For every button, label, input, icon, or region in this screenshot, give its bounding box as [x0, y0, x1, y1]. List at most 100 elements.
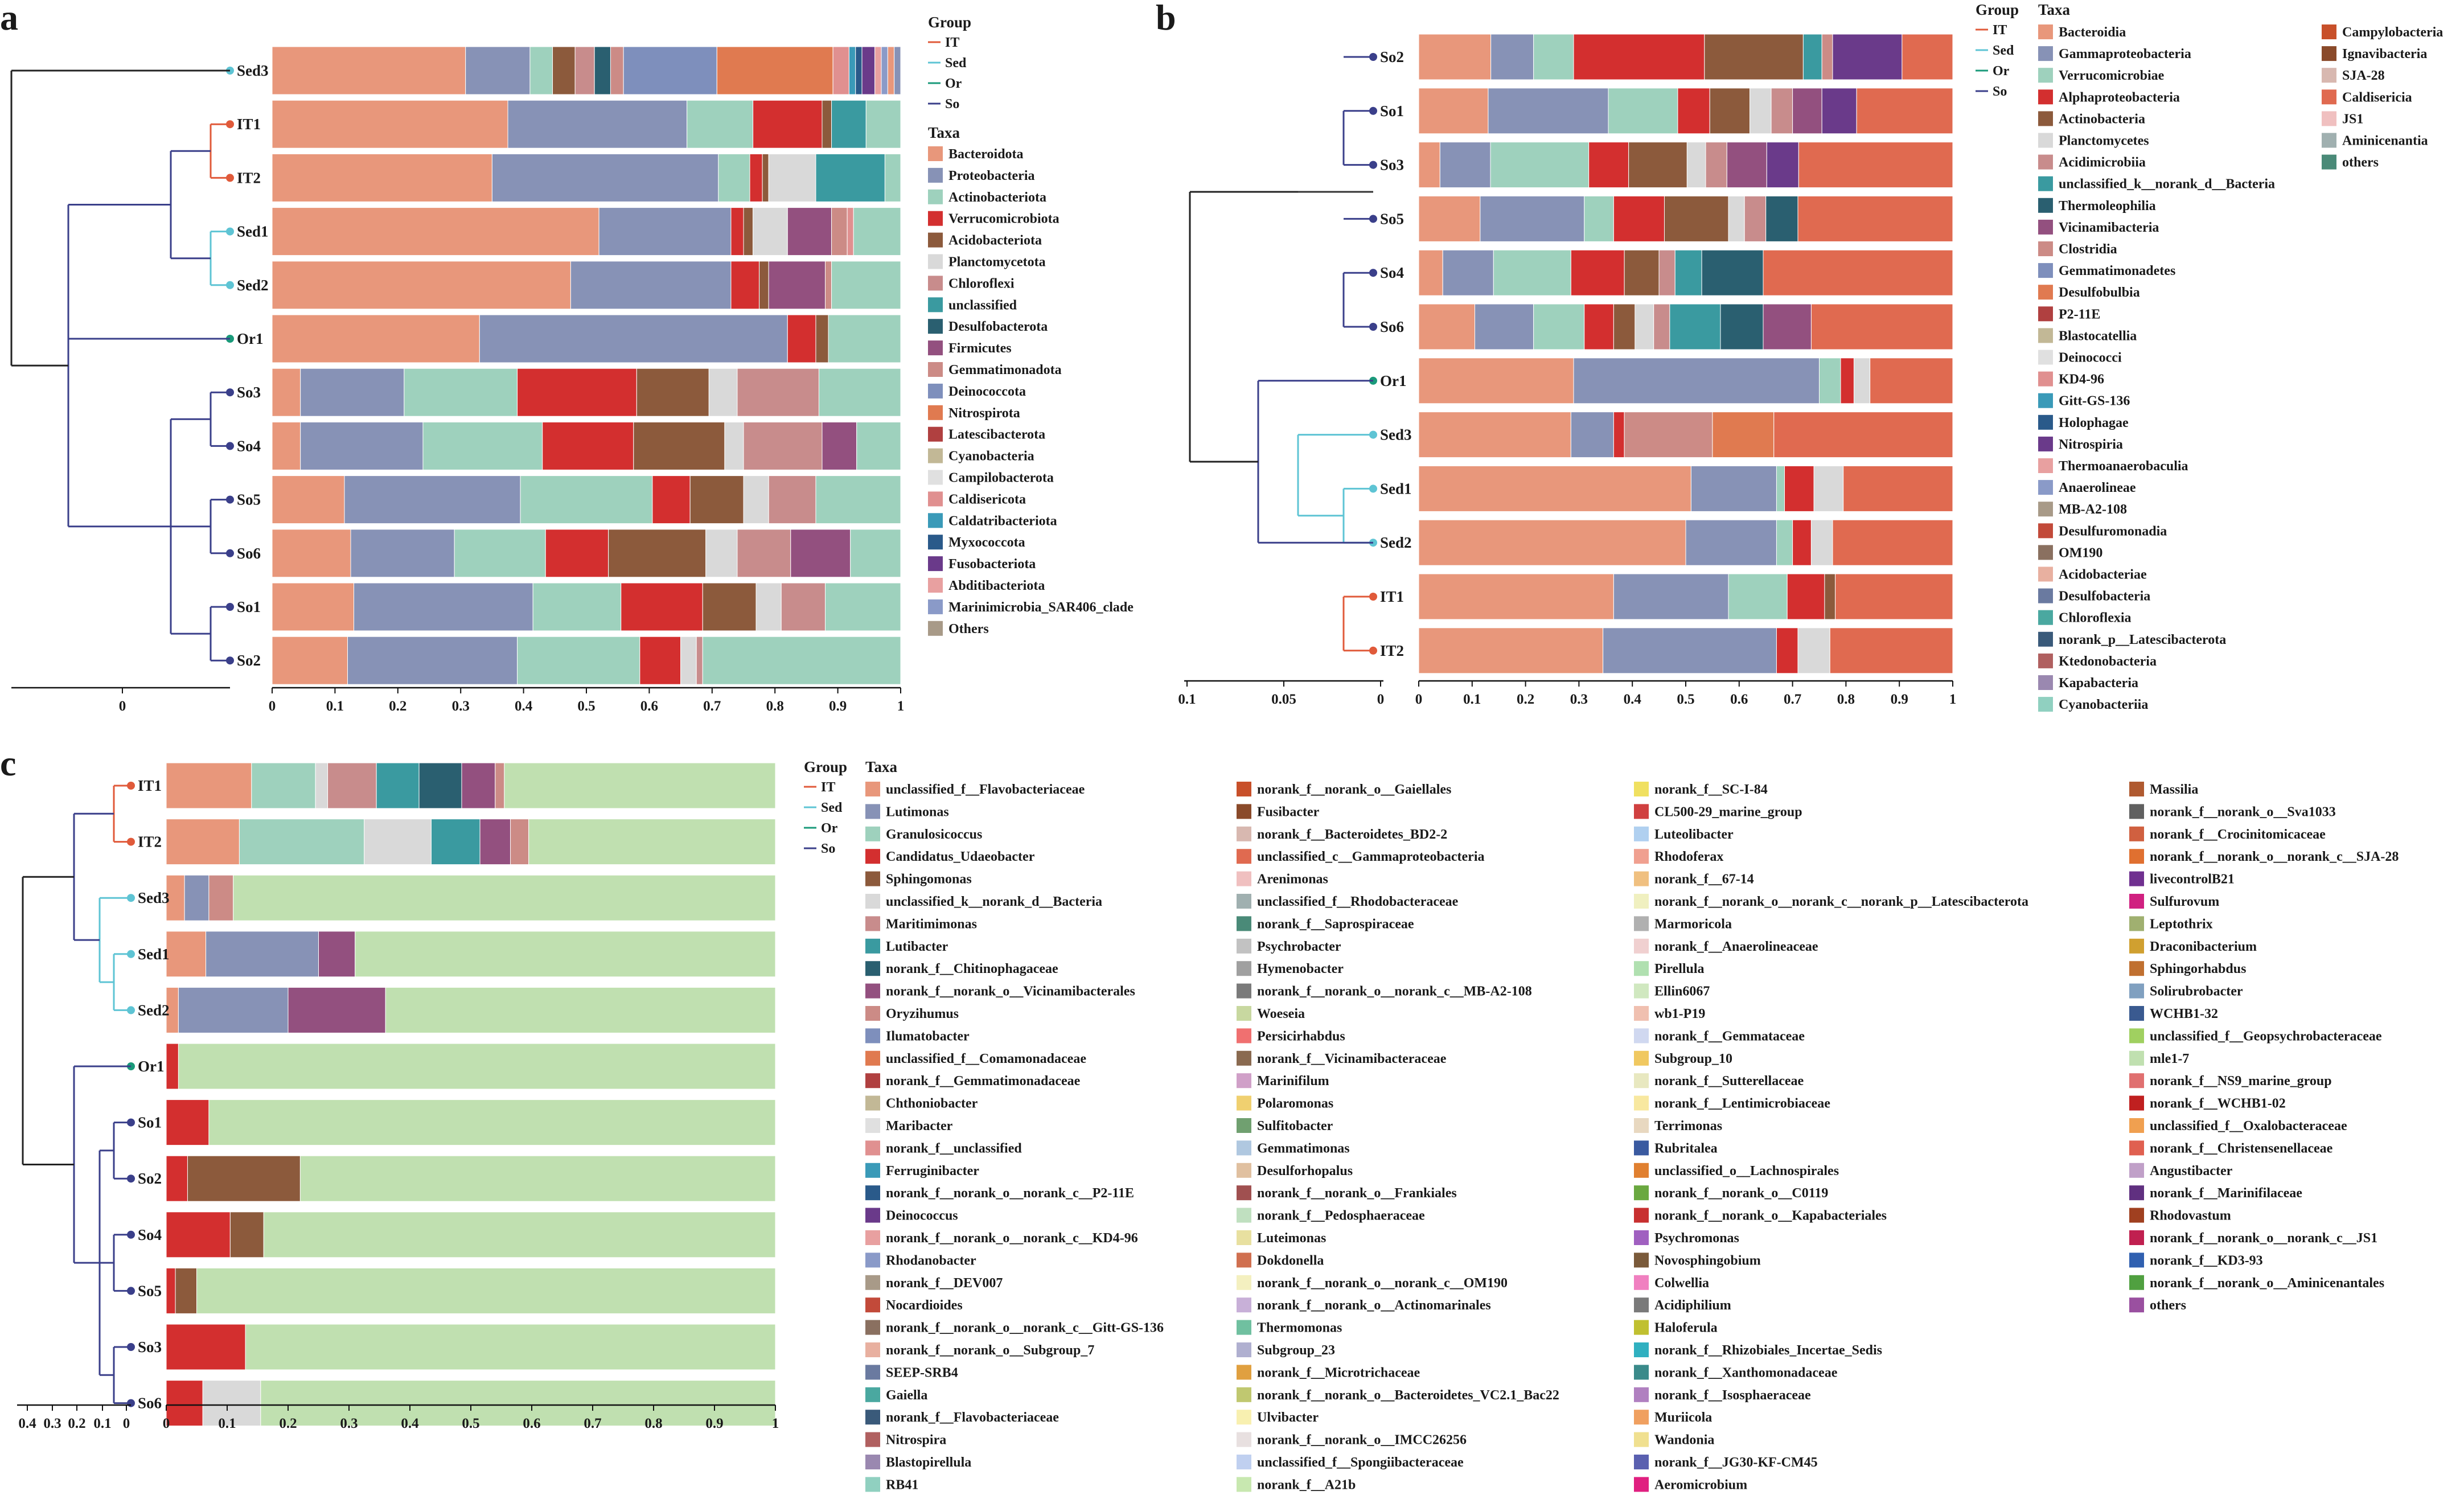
- legend-swatch-norank_f__norank_o__norank_c__JS1: [2129, 1230, 2144, 1245]
- legend-swatch-Haloferula: [1634, 1320, 1649, 1335]
- sample-label: So2: [138, 1170, 162, 1187]
- x-tick-label: 0.4: [401, 1416, 419, 1431]
- sample-label: Sed2: [138, 1001, 170, 1019]
- legend-swatch-Cyanobacteriia: [2038, 697, 2053, 712]
- legend-swatch-norank_f__norank_o__Subgroup_7: [865, 1342, 880, 1357]
- bar-segment-So5-Candidatus_Udaeobacter: [166, 1267, 176, 1314]
- bar-segment-So2-Bacteroidota: [272, 636, 348, 685]
- legend-swatch-norank_f__Christensenellaceae: [2129, 1140, 2144, 1156]
- legend-label: Subgroup_23: [1257, 1343, 1335, 1358]
- legend-label: wb1-P19: [1654, 1007, 1705, 1021]
- bar-segment-Sed1-Proteobacteria: [598, 207, 732, 256]
- legend-swatch-Gammaproteobacteria: [2038, 46, 2053, 61]
- bar-segment-So1-Nitrospiria: [1821, 88, 1857, 134]
- legend-swatch-Marinifilum: [1237, 1073, 1251, 1089]
- legend-swatch-mle1-7: [2129, 1050, 2144, 1066]
- sample-label: So3: [237, 384, 261, 401]
- legend-swatch-Luteimonas: [1237, 1230, 1251, 1245]
- legend-swatch-Others: [928, 621, 943, 636]
- legend-swatch-norank_f__norank_o__norank_c__SJA-28: [2129, 849, 2144, 864]
- legend-swatch-norank_f__Lentimicrobiaceae: [1634, 1095, 1649, 1111]
- legend-swatch-Myxococcota: [928, 535, 943, 550]
- legend-label: Alphaproteobacteria: [2059, 90, 2180, 105]
- bar-segment-IT1-Verrucomicrobiota: [753, 100, 823, 149]
- legend-swatch-norank_p__Latescibacterota: [2038, 631, 2053, 647]
- x-tick-label: 0.8: [1837, 692, 1855, 707]
- legend-label: Verrucomicrobiae: [2059, 68, 2165, 83]
- legend-swatch-Nocardioides: [865, 1297, 880, 1313]
- bar-segment-IT2-Caldisericia: [1829, 627, 1953, 674]
- legend-swatch-Solirubrobacter: [2129, 983, 2144, 999]
- legend-label: norank_f__Xanthomonadaceae: [1654, 1365, 1838, 1380]
- bar-segment-So2-Chloroflexi: [696, 636, 703, 685]
- bar-segment-So1-Planctomycetota: [755, 582, 782, 631]
- bar-segment-Sed2-Proteobacteria: [570, 261, 732, 310]
- x-tick-label: 1: [1949, 692, 1957, 707]
- bar-segment-So5-Planctomycetota: [743, 475, 769, 524]
- legend-label: Deinococci: [2059, 351, 2122, 365]
- legend-swatch-norank_f__Saprospiraceae: [1237, 916, 1251, 931]
- bar-segment-IT2-Bacteroidia: [1418, 627, 1604, 674]
- legend-swatch-Gitt-GS-136: [2038, 393, 2053, 408]
- bar-segment-So5-Acidobacteriota: [689, 475, 744, 524]
- x-tick-label: 0.2: [1517, 692, 1534, 707]
- legend-swatch-Desulforhopalus: [1237, 1163, 1251, 1178]
- legend-label: norank_f__Rhizobiales_Incertae_Sedis: [1654, 1343, 1882, 1358]
- legend-label: norank_f__norank_o__norank_c__JS1: [2150, 1231, 2377, 1246]
- panel-letter-b: b: [1156, 0, 1176, 38]
- legend-swatch-Gemmatimonas: [1237, 1140, 1251, 1156]
- legend-swatch-Muriicola: [1634, 1410, 1649, 1425]
- legend-group-label: So: [945, 97, 959, 112]
- bar-segment-So2-Proteobacteria: [347, 636, 518, 685]
- legend-swatch-norank_f__norank_o__Sva1033: [2129, 804, 2144, 819]
- legend-swatch-norank_f__norank_o__norank_c__Gitt-GS-136: [865, 1320, 880, 1335]
- bar-segment-Sed1-Lutimonas: [206, 931, 319, 978]
- bar-segment-Sed3-Abditibacteriota: [874, 46, 882, 95]
- legend-label: Planctomycetota: [948, 255, 1046, 270]
- bar-segment-Sed3-Oryzihumus: [208, 874, 234, 921]
- bar-segment-So5-Actinobacteriota: [520, 475, 653, 524]
- panel-letter-a: a: [0, 0, 18, 38]
- legend-label: Campilobacterota: [948, 471, 1054, 486]
- x-tick-label: 0.6: [1730, 692, 1748, 707]
- legend-swatch-Holophagae: [2038, 414, 2053, 430]
- legend-group-label: Or: [945, 76, 962, 91]
- legend-label: norank_f__Pedosphaeraceae: [1257, 1209, 1425, 1223]
- sample-label: So2: [237, 652, 261, 669]
- bar-segment-So2-Gammaproteobacteria: [1490, 34, 1534, 80]
- bar-segment-So5-Verrucomicrobiota: [652, 475, 691, 524]
- bar-segment-Sed2-norank_f__norank_o__Vicinamibacterales: [288, 987, 386, 1033]
- legend-swatch-norank_f__norank_o__C0119: [1634, 1185, 1649, 1201]
- bar-segment-So4-Caldisericia: [1763, 249, 1953, 296]
- legend-swatch-Candidatus_Udaeobacter: [865, 849, 880, 864]
- bar-segment-Sed3-Caldisericia: [1773, 412, 1953, 458]
- bar-segment-IT1-Gammaproteobacteria: [1613, 573, 1729, 620]
- legend-label: Gaiella: [886, 1388, 927, 1403]
- x-tick-label: 0.4: [515, 699, 533, 714]
- bar-segment-So1-Proteobacteria: [354, 582, 533, 631]
- legend-swatch-norank_f__norank_o__norank_c__MB-A2-108: [1237, 983, 1251, 999]
- x-tick-label: 1: [897, 699, 905, 714]
- legend-label: Others: [948, 622, 989, 636]
- legend-swatch-Chloroflexia: [2038, 610, 2053, 625]
- sample-label: So1: [138, 1114, 162, 1131]
- legend-swatch-Caldisericota: [928, 491, 943, 507]
- legend-swatch-Granulosicoccus: [865, 826, 880, 841]
- legend-label: norank_f__norank_o__Kapabacteriales: [1654, 1209, 1887, 1223]
- legend-swatch-Bacteroidia: [2038, 24, 2053, 39]
- legend-swatch-Sulfurovum: [2129, 894, 2144, 909]
- legend-label: Marinifilum: [1257, 1074, 1329, 1089]
- legend-swatch-Acidobacteriae: [2038, 566, 2053, 582]
- bar-segment-IT1-unclassified_k__norank_d__Bacteria: [315, 762, 328, 809]
- legend-swatch-Deinococci: [2038, 350, 2053, 365]
- legend-label: Desulfobacterota: [948, 319, 1048, 334]
- legend-swatch-OM190: [2038, 545, 2053, 560]
- bar-segment-Or1-Proteobacteria: [479, 314, 788, 363]
- legend-swatch-Firmicutes: [928, 340, 943, 356]
- legend-label: Desulforhopalus: [1257, 1164, 1353, 1178]
- bar-segment-Or1-mle1-7: [178, 1043, 776, 1090]
- legend-label: Psychrobacter: [1257, 939, 1341, 954]
- legend-swatch-Angustibacter: [2129, 1163, 2144, 1178]
- x-tick-label: 1: [772, 1416, 779, 1431]
- legend-group-title: Group: [928, 14, 971, 31]
